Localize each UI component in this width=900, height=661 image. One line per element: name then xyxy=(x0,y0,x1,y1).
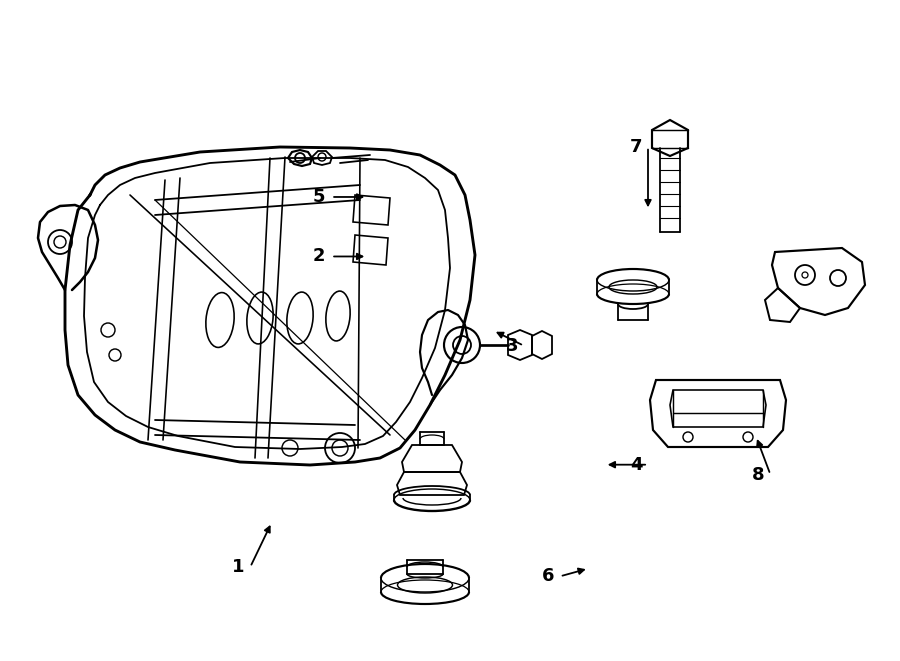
Text: 4: 4 xyxy=(630,455,643,474)
Text: 2: 2 xyxy=(313,247,326,266)
Text: 1: 1 xyxy=(232,558,245,576)
Text: 8: 8 xyxy=(752,465,765,484)
Text: 6: 6 xyxy=(542,567,554,586)
Text: 3: 3 xyxy=(506,336,518,355)
Text: 5: 5 xyxy=(313,188,326,206)
Text: 7: 7 xyxy=(630,137,643,156)
